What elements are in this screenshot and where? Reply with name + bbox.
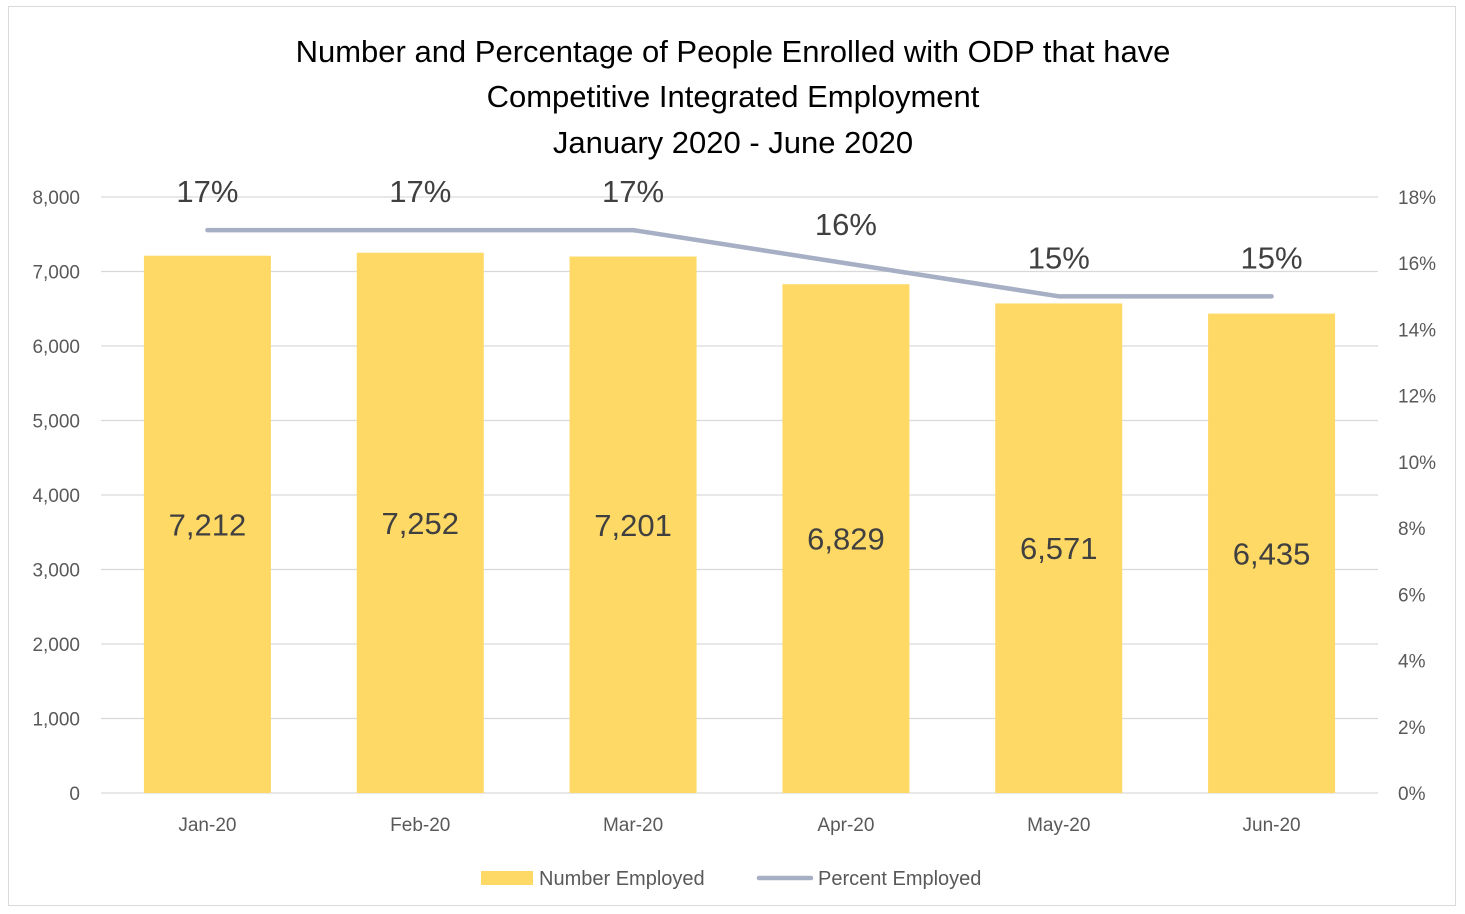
right-tick-label: 10% bbox=[1398, 453, 1436, 474]
legend-label-number-employed: Number Employed bbox=[539, 868, 705, 890]
line-data-label: 17% bbox=[176, 174, 238, 209]
bar-data-label: 7,212 bbox=[169, 507, 247, 542]
right-axis: 0% 2% 4% 6% 8% 10% 12% 14% 16% 18% bbox=[1398, 188, 1436, 805]
chart-title-line: January 2020 - June 2020 bbox=[553, 125, 913, 160]
right-tick-label: 12% bbox=[1398, 387, 1436, 408]
x-tick-label: May-20 bbox=[1027, 815, 1090, 836]
right-tick-label: 14% bbox=[1398, 320, 1436, 341]
line-data-label: 17% bbox=[602, 174, 664, 209]
line-data-label: 15% bbox=[1028, 240, 1090, 275]
right-tick-label: 0% bbox=[1398, 784, 1426, 805]
left-tick-label: 8,000 bbox=[32, 188, 80, 209]
left-tick-label: 2,000 bbox=[32, 635, 80, 656]
gridlines bbox=[101, 196, 1378, 794]
x-tick-label: Feb-20 bbox=[390, 815, 450, 836]
right-tick-label: 16% bbox=[1398, 254, 1436, 275]
chart-title: Number and Percentage of People Enrolled… bbox=[296, 34, 1171, 160]
left-axis: 0 1,000 2,000 3,000 4,000 5,000 6,000 7,000 8,00… bbox=[32, 188, 80, 805]
left-tick-label: 0 bbox=[69, 784, 80, 805]
line-series: 17% 17% 17% 16% 15% 15% bbox=[176, 174, 1303, 299]
bar bbox=[995, 303, 1123, 793]
right-tick-label: 2% bbox=[1398, 718, 1426, 739]
legend-swatch-number-employed bbox=[481, 871, 533, 885]
x-tick-label: Jan-20 bbox=[178, 815, 236, 836]
bar bbox=[356, 252, 484, 793]
x-axis: Jan-20 Feb-20 Mar-20 Apr-20 May-20 Jun-20 bbox=[178, 815, 1300, 836]
left-tick-label: 1,000 bbox=[32, 710, 80, 731]
left-tick-label: 6,000 bbox=[32, 337, 80, 358]
left-tick-label: 5,000 bbox=[32, 412, 80, 433]
bar bbox=[569, 256, 697, 793]
right-tick-label: 8% bbox=[1398, 519, 1426, 540]
x-tick-label: Jun-20 bbox=[1243, 815, 1301, 836]
bar-data-label: 6,571 bbox=[1020, 531, 1098, 566]
line-data-label: 17% bbox=[389, 174, 451, 209]
bar-data-label: 7,252 bbox=[381, 506, 459, 541]
bar-data-label: 7,201 bbox=[594, 508, 672, 543]
left-tick-label: 3,000 bbox=[32, 561, 80, 582]
legend: Number Employed Percent Employed bbox=[481, 868, 981, 890]
right-tick-label: 6% bbox=[1398, 585, 1426, 606]
bar bbox=[143, 255, 271, 793]
x-tick-label: Mar-20 bbox=[603, 815, 663, 836]
line-data-label: 15% bbox=[1241, 240, 1303, 275]
left-tick-label: 4,000 bbox=[32, 486, 80, 507]
bar-series: 7,212 7,252 7,201 6,829 6,571 6,435 bbox=[143, 252, 1336, 793]
chart-title-line: Number and Percentage of People Enrolled… bbox=[296, 34, 1171, 69]
bar bbox=[1208, 313, 1336, 793]
bar-data-label: 6,829 bbox=[807, 522, 885, 557]
bar bbox=[782, 284, 910, 793]
right-tick-label: 18% bbox=[1398, 188, 1436, 209]
percent-employed-line bbox=[205, 227, 1274, 299]
left-tick-label: 7,000 bbox=[32, 263, 80, 284]
x-tick-label: Apr-20 bbox=[817, 815, 874, 836]
line-data-label: 16% bbox=[815, 207, 877, 242]
bar-data-label: 6,435 bbox=[1233, 536, 1311, 571]
chart-title-line: Competitive Integrated Employment bbox=[487, 79, 980, 114]
legend-label-percent-employed: Percent Employed bbox=[818, 868, 981, 890]
right-tick-label: 4% bbox=[1398, 652, 1426, 673]
